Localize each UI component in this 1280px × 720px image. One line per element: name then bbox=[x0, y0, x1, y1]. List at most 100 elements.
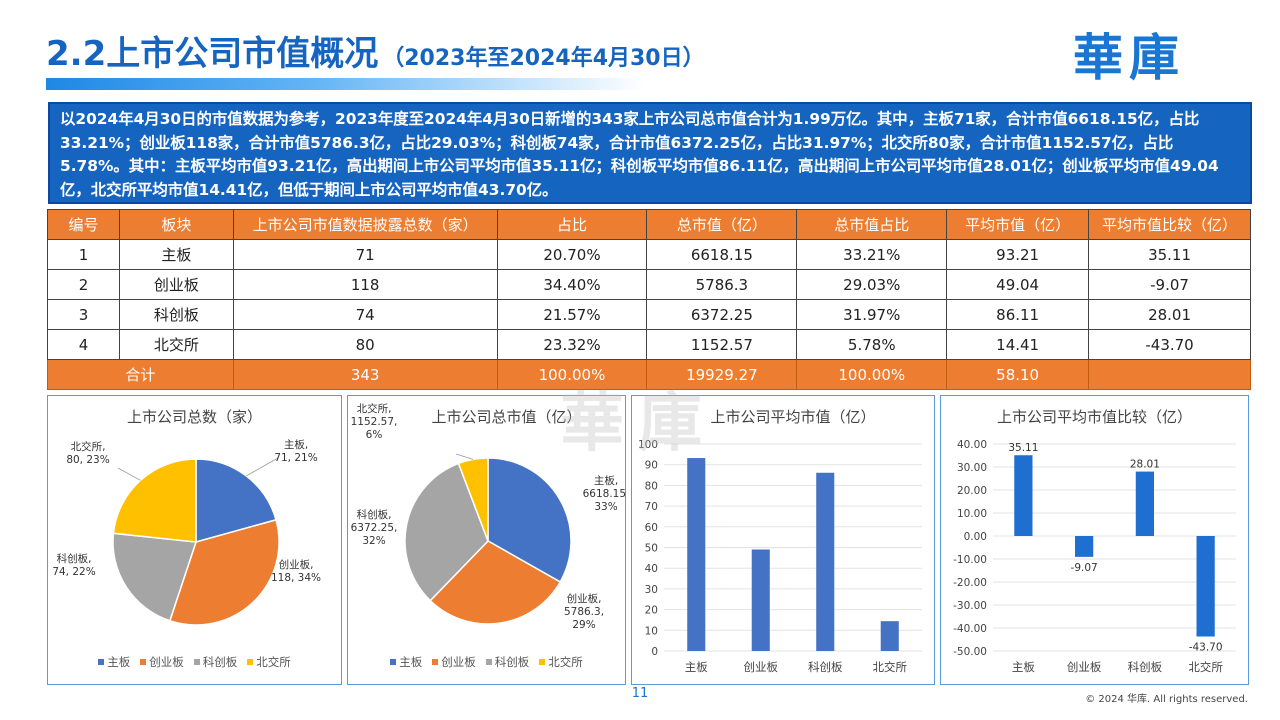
legend-swatch bbox=[485, 659, 492, 665]
pie-slice bbox=[195, 458, 277, 543]
summary-text: 以2024年4月30日的市值数据为参考，2023年度至2024年4月30日新增的… bbox=[60, 110, 1219, 199]
pie-slice bbox=[112, 532, 198, 622]
x-tick-label: 主板 bbox=[685, 660, 708, 674]
pie-slice bbox=[487, 457, 572, 583]
logo-text: 華庫 bbox=[1073, 28, 1185, 87]
bar bbox=[1196, 536, 1215, 637]
bar bbox=[880, 621, 899, 651]
table-row: 3 科创板 74 21.57% 6372.25 31.97% 86.11 28.… bbox=[47, 299, 1251, 330]
data-label: 35.11 bbox=[1008, 442, 1038, 454]
table-cell: 创业板 bbox=[118, 269, 234, 300]
chart-title: 上市公司总数（家） bbox=[126, 408, 262, 426]
bar bbox=[751, 549, 770, 651]
y-tick-label: 40.00 bbox=[957, 439, 987, 451]
table-cell: 主板 bbox=[118, 239, 234, 270]
legend-label: 创业板 bbox=[149, 655, 184, 669]
table-cell: 北交所 bbox=[118, 329, 234, 360]
table-cell: 35.11 bbox=[1088, 239, 1251, 270]
pie-chart-svg: 主板, 71, 21% 创业板, 118, 34% 科创板, 74, 22% 北交所, 80,… bbox=[52, 438, 321, 626]
table-cell: 1 bbox=[47, 239, 120, 270]
bar-chart-svg: 40.00 30.00 20.00 10.00 0.00 -10.00 -20.00 -30.… bbox=[953, 439, 1236, 674]
table-cell: 合计 bbox=[47, 359, 234, 390]
table-cell: 74 bbox=[232, 299, 498, 330]
y-tick-label: 100 bbox=[638, 439, 658, 451]
leader-line bbox=[117, 467, 141, 481]
legend-swatch bbox=[539, 659, 546, 665]
legend-swatch bbox=[98, 659, 105, 665]
table-cell: 58.10 bbox=[946, 359, 1090, 390]
leader-line bbox=[455, 453, 474, 460]
legend-label: 科创板 bbox=[202, 655, 238, 669]
table-header-cell: 总市值（亿） bbox=[646, 209, 798, 240]
pie-slice bbox=[168, 518, 280, 626]
pie-slice bbox=[429, 540, 562, 625]
pie-chart-companies: 上市公司总数（家） 主板, 71, 21% 创业板, 118, 34% 科创板, 74, … bbox=[47, 395, 342, 685]
page-title: 2.2上市公司市值概况 （2023年至2024年4月30日） bbox=[46, 26, 705, 82]
table-cell: 20.70% bbox=[496, 239, 648, 270]
y-tick-label: -20.00 bbox=[953, 577, 987, 589]
table-cell: -9.07 bbox=[1088, 269, 1251, 300]
table-cell: 23.32% bbox=[496, 329, 648, 360]
bar-chart-avg-compare: 上市公司平均市值比较（亿） 40.00 30.00 20.00 10.00 0.00 -1… bbox=[940, 395, 1249, 685]
y-tick-label: -40.00 bbox=[953, 623, 987, 635]
table-cell: 80 bbox=[232, 329, 498, 360]
legend-swatch bbox=[390, 659, 397, 665]
bar bbox=[816, 472, 835, 651]
x-tick-label: 创业板 bbox=[744, 660, 779, 674]
x-tick-label: 主板 bbox=[1012, 660, 1035, 674]
table-cell: 71 bbox=[232, 239, 498, 270]
table-header-cell: 平均市值（亿） bbox=[946, 209, 1090, 240]
legend-label: 主板 bbox=[399, 655, 423, 669]
table-cell: 49.04 bbox=[946, 269, 1090, 300]
y-tick-label: 50 bbox=[645, 543, 658, 555]
table-cell bbox=[1088, 359, 1251, 390]
table-cell: 2 bbox=[47, 269, 120, 300]
table-cell: 5.78% bbox=[796, 329, 948, 360]
table-cell: 100.00% bbox=[496, 359, 648, 390]
pie-chart-svg: 主板, 6618.15, 33% 创业板, 5786.3, 29% 科创板, 6372.25,… bbox=[351, 402, 627, 631]
data-label: 北交所, 1152.57, 6% bbox=[351, 402, 398, 441]
summary-box: 以2024年4月30日的市值数据为参考，2023年度至2024年4月30日新增的… bbox=[48, 102, 1252, 204]
y-tick-label: 10 bbox=[645, 625, 658, 637]
data-label: -9.07 bbox=[1071, 562, 1098, 574]
table-cell: 5786.3 bbox=[646, 269, 798, 300]
chart-legend: 主板 创业板 科创板 北交所 bbox=[348, 654, 625, 670]
y-tick-label: -30.00 bbox=[953, 600, 987, 612]
y-tick-label: 20 bbox=[645, 605, 658, 617]
table-header-cell: 总市值占比 bbox=[796, 209, 948, 240]
table-cell: 86.11 bbox=[946, 299, 1090, 330]
legend-swatch bbox=[140, 659, 147, 665]
watermark: 華庫 bbox=[560, 386, 716, 461]
table-cell: 93.21 bbox=[946, 239, 1090, 270]
table-header-row: 编号 板块 上市公司市值数据披露总数（家） 占比 总市值（亿） 总市值占比 平均… bbox=[47, 209, 1251, 240]
y-tick-label: 90 bbox=[645, 460, 658, 472]
table-total-row: 合计 343 100.00% 19929.27 100.00% 58.10 bbox=[47, 359, 1251, 390]
legend-label: 主板 bbox=[107, 655, 131, 669]
legend-label: 创业板 bbox=[441, 655, 476, 669]
table-cell: -43.70 bbox=[1088, 329, 1251, 360]
y-tick-label: 30 bbox=[645, 584, 658, 596]
title-subtitle: （2023年至2024年4月30日） bbox=[382, 46, 705, 71]
table-header-cell: 上市公司市值数据披露总数（家） bbox=[232, 209, 498, 240]
data-label: 创业板, 5786.3, 29% bbox=[564, 592, 604, 631]
logo: 華庫 bbox=[1064, 22, 1194, 87]
y-tick-label: 0 bbox=[651, 646, 658, 658]
y-tick-label: 70 bbox=[645, 501, 658, 513]
legend-item: 科创板 bbox=[485, 654, 529, 670]
table-cell: 31.97% bbox=[796, 299, 948, 330]
y-tick-label: 80 bbox=[645, 480, 658, 492]
chart-title: 上市公司平均市值比较（亿） bbox=[996, 408, 1192, 426]
table-row: 1 主板 71 20.70% 6618.15 33.21% 93.21 35.1… bbox=[47, 239, 1251, 270]
bar bbox=[1014, 455, 1033, 536]
table-cell: 6618.15 bbox=[646, 239, 798, 270]
legend-item: 北交所 bbox=[539, 654, 583, 670]
market-value-table: 编号 板块 上市公司市值数据披露总数（家） 占比 总市值（亿） 总市值占比 平均… bbox=[47, 209, 1251, 390]
table-cell: 33.21% bbox=[796, 239, 948, 270]
table-cell: 28.01 bbox=[1088, 299, 1251, 330]
chart-title: 上市公司总市值（亿） bbox=[431, 408, 582, 426]
y-tick-label: 10.00 bbox=[957, 508, 987, 520]
x-tick-label: 北交所 bbox=[873, 660, 908, 674]
legend-label: 北交所 bbox=[548, 655, 583, 669]
table-cell: 19929.27 bbox=[646, 359, 798, 390]
legend-item: 主板 bbox=[98, 654, 130, 670]
